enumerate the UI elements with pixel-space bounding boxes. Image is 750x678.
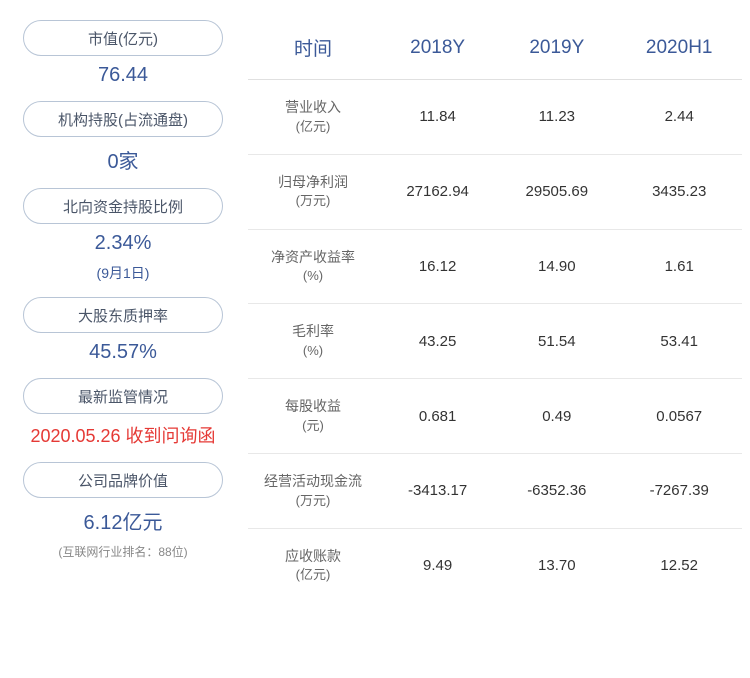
cell: 0.0567 bbox=[616, 379, 742, 454]
pill-label: 大股东质押率 bbox=[78, 305, 168, 326]
row-unit: (亿元) bbox=[254, 118, 372, 136]
subtext-brand-rank: (互联网行业排名：88位) bbox=[58, 543, 187, 560]
row-label-cell: 归母净利润(万元) bbox=[248, 154, 378, 229]
table-row: 每股收益(元) 0.681 0.49 0.0567 bbox=[248, 379, 742, 454]
pill-institutional-holding: 机构持股(占流通盘) bbox=[23, 101, 223, 137]
value-northbound-holding: 2.34% bbox=[95, 232, 152, 255]
cell: 9.49 bbox=[378, 528, 497, 602]
cell: 27162.94 bbox=[378, 154, 497, 229]
table-row: 营业收入(亿元) 11.84 11.23 2.44 bbox=[248, 80, 742, 155]
pill-regulatory-status: 最新监管情况 bbox=[23, 378, 223, 414]
pill-label: 机构持股(占流通盘) bbox=[58, 109, 188, 130]
cell: 53.41 bbox=[616, 304, 742, 379]
row-label: 经营活动现金流 bbox=[254, 472, 372, 492]
cell: 3435.23 bbox=[616, 154, 742, 229]
cell: 2.44 bbox=[616, 80, 742, 155]
cell: 13.70 bbox=[497, 528, 616, 602]
table-header-row: 时间 2018Y 2019Y 2020H1 bbox=[248, 20, 742, 80]
row-label-cell: 净资产收益率(%) bbox=[248, 229, 378, 304]
subtext-northbound-date: (9月1日) bbox=[97, 263, 150, 283]
row-unit: (万元) bbox=[254, 192, 372, 210]
row-unit: (元) bbox=[254, 417, 372, 435]
pill-label: 最新监管情况 bbox=[78, 386, 168, 407]
cell: 14.90 bbox=[497, 229, 616, 304]
financial-table-panel: 时间 2018Y 2019Y 2020H1 营业收入(亿元) 11.84 11.… bbox=[238, 20, 742, 658]
value-regulatory-status: 2020.05.26 收到问询函 bbox=[30, 422, 215, 448]
cell: 29505.69 bbox=[497, 154, 616, 229]
cell: 0.49 bbox=[497, 379, 616, 454]
th-2020h1: 2020H1 bbox=[616, 20, 742, 80]
row-label-cell: 应收账款(亿元) bbox=[248, 528, 378, 602]
left-info-panel: 市值(亿元) 76.44 机构持股(占流通盘) 0家 北向资金持股比例 2.34… bbox=[8, 20, 238, 658]
pill-brand-value: 公司品牌价值 bbox=[23, 462, 223, 498]
row-label: 毛利率 bbox=[254, 322, 372, 342]
cell: 11.23 bbox=[497, 80, 616, 155]
row-label-cell: 每股收益(元) bbox=[248, 379, 378, 454]
pill-pledge-ratio: 大股东质押率 bbox=[23, 297, 223, 333]
value-brand-value: 6.12亿元 bbox=[84, 506, 163, 535]
row-label: 应收账款 bbox=[254, 547, 372, 567]
cell: 51.54 bbox=[497, 304, 616, 379]
th-2018y: 2018Y bbox=[378, 20, 497, 80]
cell: -6352.36 bbox=[497, 453, 616, 528]
row-unit: (%) bbox=[254, 342, 372, 360]
table-row: 毛利率(%) 43.25 51.54 53.41 bbox=[248, 304, 742, 379]
cell: 1.61 bbox=[616, 229, 742, 304]
table-row: 经营活动现金流(万元) -3413.17 -6352.36 -7267.39 bbox=[248, 453, 742, 528]
value-institutional-holding: 0家 bbox=[107, 145, 138, 174]
cell: 12.52 bbox=[616, 528, 742, 602]
table-row: 净资产收益率(%) 16.12 14.90 1.61 bbox=[248, 229, 742, 304]
pill-market-cap: 市值(亿元) bbox=[23, 20, 223, 56]
row-label-cell: 营业收入(亿元) bbox=[248, 80, 378, 155]
cell: 43.25 bbox=[378, 304, 497, 379]
row-label: 归母净利润 bbox=[254, 173, 372, 193]
value-market-cap: 76.44 bbox=[98, 64, 148, 87]
table-row: 归母净利润(万元) 27162.94 29505.69 3435.23 bbox=[248, 154, 742, 229]
pill-label: 北向资金持股比例 bbox=[63, 196, 183, 217]
row-label-cell: 经营活动现金流(万元) bbox=[248, 453, 378, 528]
cell: -7267.39 bbox=[616, 453, 742, 528]
pill-label: 公司品牌价值 bbox=[78, 470, 168, 491]
th-2019y: 2019Y bbox=[497, 20, 616, 80]
cell: -3413.17 bbox=[378, 453, 497, 528]
table-body: 营业收入(亿元) 11.84 11.23 2.44 归母净利润(万元) 2716… bbox=[248, 80, 742, 603]
row-unit: (万元) bbox=[254, 492, 372, 510]
cell: 16.12 bbox=[378, 229, 497, 304]
pill-label: 市值(亿元) bbox=[88, 28, 158, 49]
value-pledge-ratio: 45.57% bbox=[89, 341, 157, 364]
th-time: 时间 bbox=[248, 20, 378, 80]
row-label: 营业收入 bbox=[254, 98, 372, 118]
row-unit: (%) bbox=[254, 267, 372, 285]
row-label: 每股收益 bbox=[254, 397, 372, 417]
pill-northbound-holding: 北向资金持股比例 bbox=[23, 188, 223, 224]
cell: 11.84 bbox=[378, 80, 497, 155]
row-unit: (亿元) bbox=[254, 566, 372, 584]
table-row: 应收账款(亿元) 9.49 13.70 12.52 bbox=[248, 528, 742, 602]
row-label: 净资产收益率 bbox=[254, 248, 372, 268]
row-label-cell: 毛利率(%) bbox=[248, 304, 378, 379]
cell: 0.681 bbox=[378, 379, 497, 454]
financial-table: 时间 2018Y 2019Y 2020H1 营业收入(亿元) 11.84 11.… bbox=[248, 20, 742, 602]
